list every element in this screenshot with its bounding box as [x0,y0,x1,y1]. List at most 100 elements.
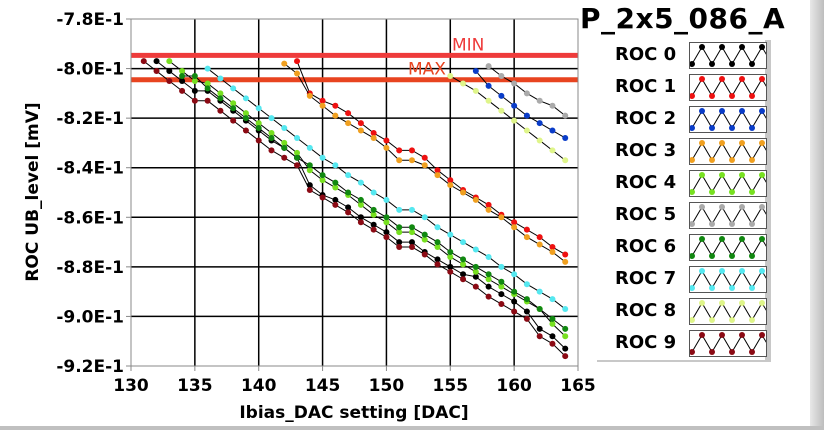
data-point [460,80,467,87]
data-point [357,196,364,203]
data-point [408,239,415,246]
legend-label: ROC 8 [615,300,677,321]
legend-item: ROC 0 [597,40,767,72]
data-point [536,241,543,248]
data-point [523,112,530,119]
legend-item: ROC 8 [597,296,767,328]
data-point [472,87,479,94]
series-roc-3 [281,60,569,265]
data-point [319,172,326,179]
legend-item: ROC 6 [597,232,767,264]
plot-frame [130,18,579,367]
data-point [562,134,569,141]
legend-item: ROC 7 [597,264,767,296]
data-point [370,226,377,233]
legend-item: ROC 3 [597,136,767,168]
window-frame-bottom [0,426,824,430]
data-point [549,340,556,347]
window-frame-right [810,0,824,430]
data-point [396,157,403,164]
data-point [345,120,352,127]
data-point [370,189,377,196]
data-point [485,293,492,300]
data-point [460,189,467,196]
data-point [523,127,530,134]
data-point [472,283,479,290]
series-roc-9 [140,58,569,360]
data-point [179,68,186,75]
data-point [268,115,275,122]
data-point [191,73,198,80]
grid [131,19,578,366]
data-point [562,112,569,119]
y-tick-label: -7.8E-1 [56,10,124,30]
legend-label: ROC 6 [615,236,677,257]
data-point [396,244,403,251]
data-point [396,206,403,213]
data-point [523,296,530,303]
data-point [562,345,569,352]
data-point [523,226,530,233]
data-point [383,219,390,226]
data-point [153,68,160,75]
legend-swatch [689,202,767,229]
data-point [242,95,249,102]
data-point [191,87,198,94]
data-point [383,137,390,144]
series-line [296,60,566,255]
data-point [511,288,518,295]
data-point [242,110,249,117]
data-point [562,258,569,265]
data-point [549,127,556,134]
data-point [332,162,339,169]
data-point [434,261,441,268]
data-point [472,196,479,203]
data-point [383,234,390,241]
data-point [217,75,224,82]
data-point [319,177,326,184]
data-point [357,219,364,226]
data-point [332,112,339,119]
series-line [169,60,566,337]
data-point [396,147,403,154]
series-line [450,75,566,161]
data-point [255,125,262,132]
x-axis: 130 135 140 145 150 155 160 165 [113,366,596,396]
data-point [370,211,377,218]
legend-swatch [689,298,767,325]
data-point [370,221,377,228]
data-point [447,253,454,260]
data-point [549,244,556,251]
legend-swatch [689,106,767,133]
data-point [230,117,237,124]
data-point [140,58,147,65]
data-point [523,281,530,288]
series-roc-6 [179,73,569,332]
data-point [345,209,352,216]
legend-item: ROC 4 [597,168,767,200]
data-point [498,278,505,285]
y-tick-label: -8.8E-1 [56,258,124,278]
data-point [485,82,492,89]
data-point [511,224,518,231]
data-point [472,68,479,75]
series-roc-1 [294,58,569,258]
data-point [511,80,518,87]
data-point [357,179,364,186]
data-point [217,107,224,114]
data-point [562,251,569,258]
data-point [294,134,301,141]
data-point [562,325,569,332]
x-tick-label: 140 [241,376,277,396]
data-point [242,127,249,134]
data-point [434,244,441,251]
data-point [166,77,173,84]
data-point [191,97,198,104]
data-point [485,271,492,278]
data-point [562,353,569,360]
data-point [511,219,518,226]
data-point [306,144,313,151]
y-tick-label: -8.0E-1 [56,60,124,80]
data-point [485,201,492,208]
legend-swatch [689,330,767,357]
